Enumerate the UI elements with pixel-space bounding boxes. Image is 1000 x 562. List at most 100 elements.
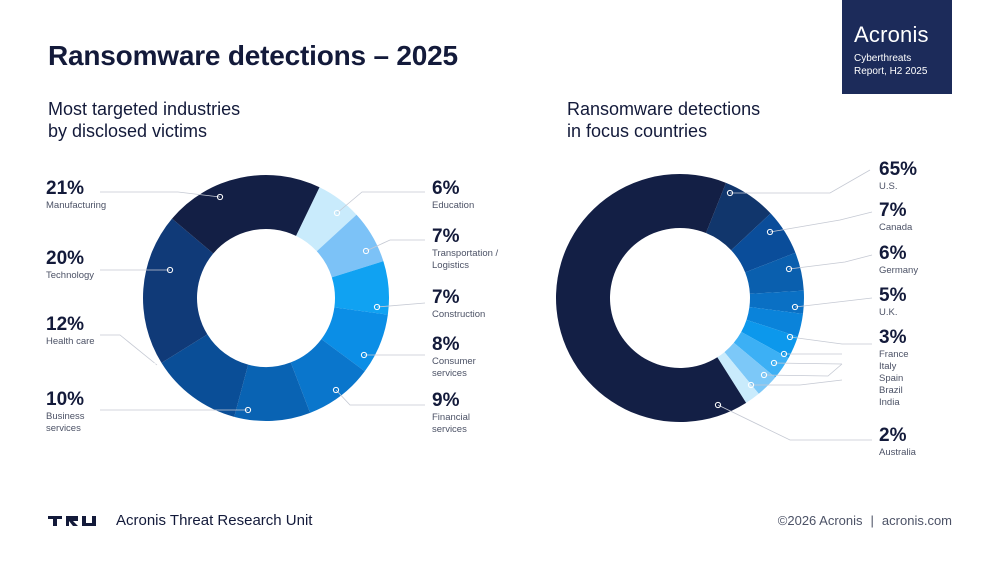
slice-health-care [161,334,249,417]
country-value: 65% [879,159,918,180]
slice-germany [731,213,796,273]
marker-dot-manufacturing [216,193,224,201]
page-title: Ransomware detections – 2025 [48,40,458,71]
slice-financial-services [290,339,365,413]
leader-line-health-care [100,334,158,366]
slice-australia [717,352,759,403]
industry-value: 21% [46,178,85,199]
industries-chart-subtitle: Most targeted industries by disclosed vi… [48,98,240,142]
country-name: Spain [879,373,904,384]
industry-label-consumer-services: 8% Consumer services [432,334,492,380]
country-name: Brazil [879,385,903,396]
industry-label-technology: 20% Technology [46,248,94,282]
leader-line-france [789,336,872,345]
country-value: 6% [879,243,907,264]
countries-chart-subtitle: Ransomware detections in focus countries [567,98,760,142]
marker-dot-education [333,209,341,217]
industry-name: Business services [46,411,85,434]
slice-technology [143,218,214,363]
country-name: U.K. [879,307,898,318]
leader-line-construction [376,302,426,308]
marker-dot-financial-services [332,386,340,394]
country-value: 7% [879,200,907,221]
industry-name: Transportation / Logistics [432,248,499,271]
copyright: ©2026 Acronis [777,513,863,528]
industry-name: Financial services [432,412,471,435]
marker-dot-spain [770,359,778,367]
marker-dot-technology [166,266,174,274]
leader-line-germany [788,254,873,270]
leader-line-manufacturing [100,191,221,198]
leader-line-u-s [730,169,871,194]
country-name: U.S. [879,181,898,192]
slice-france [749,290,804,314]
countries-subtitle-line-2: in focus countries [567,121,708,141]
leader-line-canada [769,211,873,233]
leader-line-education [336,191,425,214]
industry-value: 6% [432,178,460,199]
country-label-uk: 5% U.K. [879,285,906,319]
website-link[interactable]: acronis.com [881,513,952,528]
industry-label-business-services: 10% Business services [46,389,106,435]
countries-subtitle-line-1: Ransomware detections [567,99,761,119]
report-line-1: Cyberthreats [854,53,912,64]
country-name-list: France Italy Spain Brazil India [879,349,909,409]
country-name: India [879,397,900,408]
leader-line-australia [717,404,872,441]
leader-line-financial-services [335,389,425,406]
tru-logo-icon [48,516,96,526]
marker-dot-italy [780,350,788,358]
industry-name: Health care [46,336,95,347]
industry-label-construction: 7% Construction [432,287,485,321]
slice-business-services [234,362,311,421]
industry-name: Education [432,200,475,211]
country-name: France [879,349,909,360]
industry-value: 7% [432,226,460,247]
country-value: 5% [879,285,907,306]
industries-subtitle-line-1: Most targeted industries [48,99,241,119]
marker-dot-u-k [791,303,799,311]
industry-value: 10% [46,389,85,410]
slice-construction [331,261,389,315]
industry-value: 7% [432,287,460,308]
country-label-germany: 6% Germany [879,243,918,277]
marker-dot-canada [766,228,774,236]
slice-manufacturing [172,175,320,254]
industry-value: 8% [432,334,460,355]
slice-transportation-logistics [316,214,384,278]
slice-italy [746,306,803,337]
industry-value: 9% [432,390,460,411]
marker-dot-u-s [726,189,734,197]
industry-name: Manufacturing [46,200,107,211]
leader-line-transportation-logistics [365,239,425,252]
country-value: 3% [879,327,907,348]
industry-label-education: 6% Education [432,178,474,212]
marker-dot-france [786,333,794,341]
marker-dot-australia [714,401,722,409]
slice-spain [741,319,798,359]
marker-dot-business-services [244,406,252,414]
industry-label-health-care: 12% Health care [46,314,95,348]
footer-credits: ©2026 Acronis | acronis.com [778,513,952,528]
country-label-group-3pct: 3% France Italy Spain Brazil India [879,327,909,409]
industry-name: Consumer services [432,356,476,379]
country-name: Germany [879,265,919,276]
country-label-us: 65% U.S. [879,159,917,193]
marker-dot-transportation-logistics [362,247,370,255]
research-unit-name: Acronis Threat Research Unit [116,512,313,529]
marker-dot-india [747,381,755,389]
donut-chart-1 [100,175,426,421]
marker-dot-germany [785,265,793,273]
marker-dot-health-care [153,361,161,369]
industry-label-manufacturing: 21% Manufacturing [46,178,106,212]
industry-label-financial-services: 9% Financial services [432,390,492,436]
report-line-2: Report, H2 2025 [854,66,928,77]
leader-line-india [751,379,843,386]
country-name: Australia [879,447,916,458]
slice-u-s [556,174,747,422]
slice-canada [705,182,771,251]
industry-value: 20% [46,248,85,269]
marker-dot-construction [373,303,381,311]
country-name: Italy [879,361,897,372]
